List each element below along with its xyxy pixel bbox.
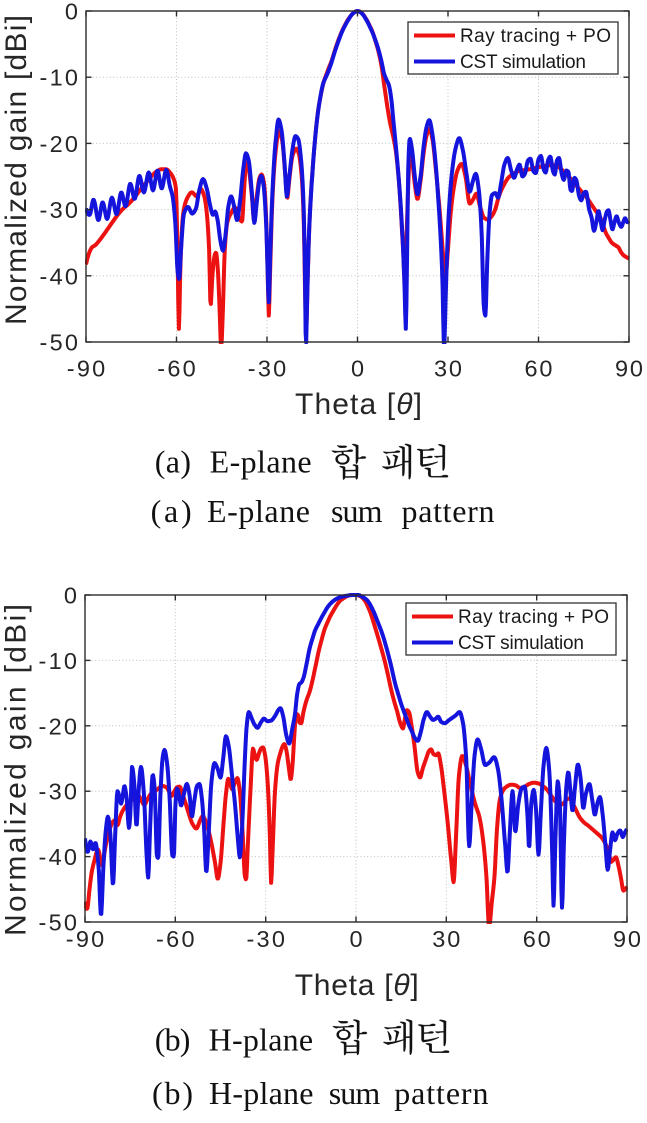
svg-text:0: 0	[351, 356, 364, 382]
svg-text:0: 0	[65, 0, 78, 25]
svg-text:30: 30	[434, 356, 462, 382]
svg-text:CST simulation: CST simulation	[458, 633, 584, 654]
svg-text:60: 60	[523, 926, 551, 952]
svg-text:-30: -30	[40, 197, 79, 223]
svg-text:H-plane: H-plane	[209, 1075, 314, 1111]
svg-text:-40: -40	[39, 844, 78, 870]
svg-text:-20: -20	[39, 713, 78, 739]
svg-text:0: 0	[349, 926, 362, 952]
svg-text:E-plane: E-plane	[210, 444, 312, 480]
svg-text:sum: sum	[329, 1075, 381, 1111]
svg-text:-30: -30	[39, 779, 78, 805]
svg-text:-50: -50	[40, 330, 79, 356]
svg-text:CST simulation: CST simulation	[460, 52, 586, 73]
svg-text:Normalized gain [dBi]: Normalized gain [dBi]	[0, 604, 33, 936]
svg-text:E-plane: E-plane	[207, 493, 310, 529]
svg-text:30: 30	[432, 926, 460, 952]
svg-text:pattern: pattern	[402, 493, 495, 529]
svg-text:-60: -60	[156, 926, 195, 952]
svg-text:-40: -40	[40, 263, 79, 289]
svg-text:Ray tracing + PO: Ray tracing + PO	[458, 607, 609, 628]
svg-text:(a): (a)	[155, 444, 191, 480]
svg-text:sum: sum	[331, 493, 383, 529]
svg-text:-60: -60	[157, 356, 196, 382]
svg-text:-10: -10	[40, 65, 79, 91]
svg-text:0: 0	[64, 583, 77, 609]
svg-text:-10: -10	[39, 648, 78, 674]
svg-text:-50: -50	[39, 910, 78, 936]
svg-text:(a): (a)	[151, 493, 192, 529]
svg-text:-30: -30	[246, 926, 285, 952]
svg-text:60: 60	[525, 356, 553, 382]
svg-text:H-plane: H-plane	[209, 1022, 314, 1058]
svg-text:90: 90	[615, 356, 643, 382]
svg-text:90: 90	[613, 926, 641, 952]
svg-text:-90: -90	[66, 926, 105, 952]
svg-text:(b): (b)	[152, 1075, 193, 1111]
svg-text:Normalized gain [dBi]: Normalized gain [dBi]	[0, 15, 33, 325]
svg-text:Ray tracing + PO: Ray tracing + PO	[460, 26, 611, 47]
svg-text:Theta [θ]: Theta [θ]	[295, 969, 419, 1002]
svg-text:-20: -20	[40, 131, 79, 157]
svg-text:-30: -30	[248, 356, 287, 382]
svg-text:pattern: pattern	[394, 1075, 488, 1111]
svg-text:-90: -90	[67, 356, 106, 382]
svg-text:(b): (b)	[155, 1022, 191, 1058]
